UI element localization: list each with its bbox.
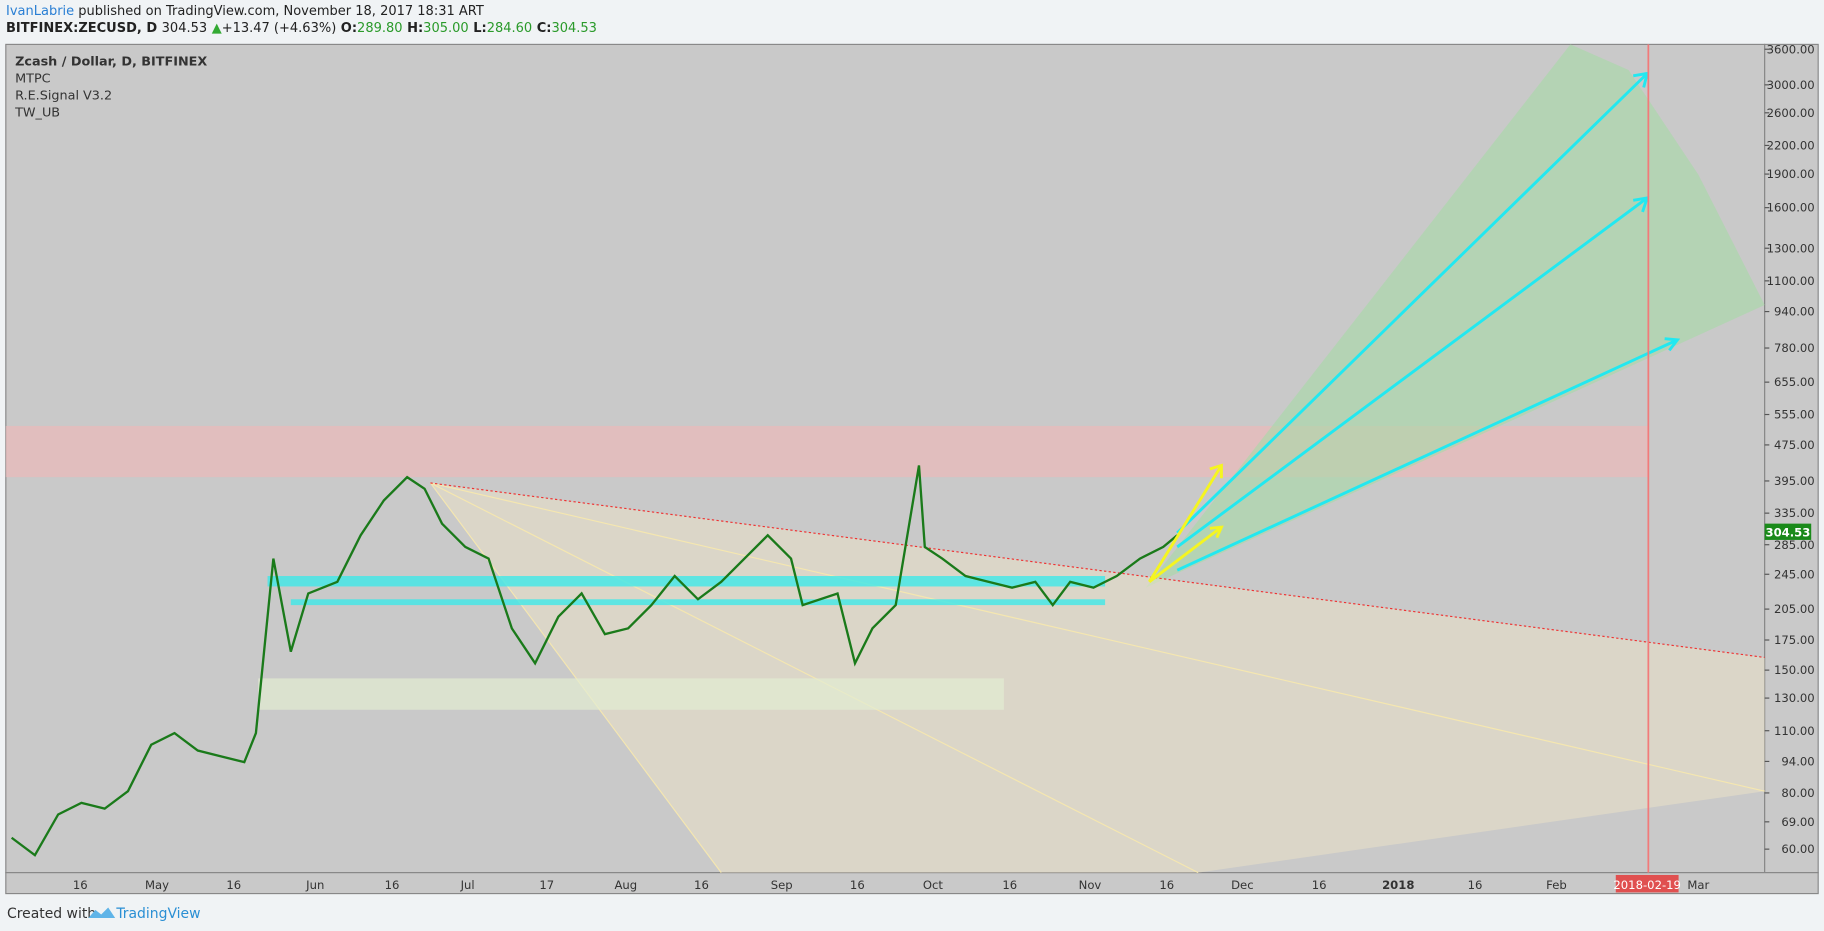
- y-tick-label: 205.00: [1774, 602, 1815, 616]
- y-tick-label: 110.00: [1774, 724, 1815, 738]
- author[interactable]: IvanLabrie: [6, 4, 75, 19]
- x-tick-label: 16: [850, 878, 865, 892]
- ohlc-value: 304.53: [551, 21, 597, 36]
- ohlc-value: 289.80: [357, 21, 403, 36]
- support-zone: [258, 678, 1004, 710]
- cyan-band: [290, 599, 1106, 606]
- symbol-line: BITFINEX:ZECUSD, D 304.53 ▲+13.47 (+4.63…: [6, 21, 597, 36]
- last-price-label: 304.53: [1766, 525, 1811, 539]
- price: 304.53: [161, 21, 208, 36]
- x-tick-label: Nov: [1079, 878, 1102, 892]
- x-tick-label: Feb: [1546, 878, 1567, 892]
- legend-item: MTPC: [15, 71, 51, 86]
- x-tick-label: 16: [73, 878, 88, 892]
- published: published on TradingView.com, November 1…: [78, 4, 484, 19]
- trend-line: [430, 482, 1765, 659]
- change: +13.47 (+4.63%): [221, 21, 337, 36]
- y-tick-label: 1900.00: [1767, 167, 1815, 181]
- y-tick-label: 1300.00: [1767, 241, 1815, 255]
- y-tick-label: 2200.00: [1767, 139, 1815, 153]
- legend-item: TW_UB: [14, 106, 60, 121]
- x-tick-label: 2018-02-19: [1613, 878, 1681, 892]
- projection-fan: [1145, 44, 1765, 588]
- x-tick-label: 2018: [1382, 878, 1414, 892]
- symbol: BITFINEX:ZECUSD, D: [6, 21, 158, 36]
- y-tick-label: 780.00: [1774, 341, 1815, 355]
- cyan-band: [267, 576, 1106, 587]
- price-ticks: 3600.00 3000.00 2600.00 2200.00 1900.00 1600.…: [1764, 42, 1815, 856]
- legend-item: Zcash / Dollar, D, BITFINEX: [15, 54, 207, 69]
- y-tick-label: 2600.00: [1767, 106, 1815, 120]
- short-arrows: [1148, 463, 1224, 583]
- date-highlight: [1615, 874, 1679, 893]
- y-tick-label: 655.00: [1774, 375, 1815, 389]
- legend: Zcash / Dollar, D, BITFINEX MTPC R.E.Signa…: [14, 54, 207, 120]
- time-ticks: 16 May 16 Jun 16 Jul 17 Aug 16 Sep 16 Oct 16 Nov 16 Dec…: [73, 874, 1710, 893]
- x-tick-label: May: [145, 878, 169, 892]
- x-tick-label: Dec: [1231, 878, 1254, 892]
- ohlc: O:289.80 H:305.00 L:284.60 C:304.53: [341, 21, 597, 36]
- y-tick-label: 285.00: [1774, 538, 1815, 552]
- ohlc-key: L:: [473, 21, 487, 36]
- y-tick-label: 335.00: [1774, 506, 1815, 520]
- x-tick-label: Oct: [923, 878, 944, 892]
- y-tick-label: 130.00: [1774, 691, 1815, 705]
- last-price-tag: [1764, 523, 1812, 540]
- brand[interactable]: TradingView: [115, 906, 200, 922]
- x-tick-label: 17: [539, 878, 554, 892]
- y-tick-label: 94.00: [1781, 755, 1814, 769]
- x-tick-label: Jul: [460, 878, 475, 892]
- fan-line: [430, 482, 1765, 792]
- x-tick-label: 16: [1002, 878, 1017, 892]
- y-tick-label: 395.00: [1774, 474, 1815, 488]
- y-tick-label: 175.00: [1774, 633, 1815, 647]
- y-tick-label: 69.00: [1781, 815, 1814, 829]
- y-tick-label: 80.00: [1781, 786, 1814, 800]
- tv-logo: [88, 907, 116, 919]
- arrow: ▲: [211, 21, 222, 36]
- y-tick-label: 245.00: [1774, 567, 1815, 581]
- x-tick-label: 16: [1159, 878, 1174, 892]
- y-tick-label: 475.00: [1774, 438, 1815, 452]
- x-tick-label: Sep: [771, 878, 793, 892]
- x-tick-label: 16: [1312, 878, 1327, 892]
- y-tick-label: 1600.00: [1767, 201, 1815, 215]
- y-tick-label: 3000.00: [1767, 78, 1815, 92]
- ohlc-key: H:: [407, 21, 424, 36]
- projection-arrows: [1176, 71, 1681, 572]
- ohlc-key: C:: [536, 21, 552, 36]
- x-tick-label: 16: [1468, 878, 1483, 892]
- y-tick-label: 940.00: [1774, 305, 1815, 319]
- ohlc-key: O:: [340, 21, 358, 36]
- ohlc-value: 305.00: [423, 21, 469, 36]
- price-path: [10, 465, 1178, 857]
- y-tick-label: 1100.00: [1767, 274, 1815, 288]
- y-tick-label: 555.00: [1774, 408, 1815, 422]
- fan-line: [429, 482, 722, 873]
- x-tick-label: Mar: [1687, 878, 1709, 892]
- publish-line: IvanLabrie published on TradingView.com,…: [6, 4, 484, 19]
- x-tick-label: Aug: [614, 878, 637, 892]
- x-tick-label: Jun: [305, 878, 324, 892]
- x-tick-label: 16: [385, 878, 400, 892]
- x-tick-label: 16: [226, 878, 241, 892]
- legend-item: R.E.Signal V3.2: [15, 89, 112, 104]
- y-tick-label: 60.00: [1781, 842, 1814, 856]
- x-tick-label: 16: [694, 878, 709, 892]
- created-with: Created with: [7, 906, 96, 922]
- y-tick-label: 150.00: [1774, 663, 1815, 677]
- y-tick-label: 3600.00: [1767, 42, 1815, 56]
- fan-line: [430, 482, 1199, 874]
- ohlc-value: 284.60: [486, 21, 533, 36]
